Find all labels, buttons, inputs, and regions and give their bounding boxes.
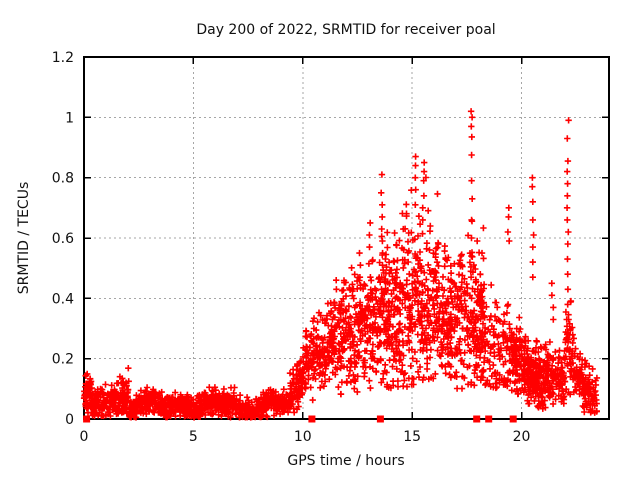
y-tick-label: 1 — [65, 110, 74, 126]
x-tick-label: 20 — [513, 429, 531, 445]
y-axis-label: SRMTID / TECUs — [16, 182, 32, 295]
x-tick-label: 10 — [294, 429, 312, 445]
y-tick-label: 0.4 — [52, 291, 74, 307]
plot-border — [83, 56, 610, 420]
zero-value-markers — [83, 415, 517, 423]
x-tick-labels: 0 5 10 15 20 — [80, 429, 531, 445]
scatter-points — [80, 108, 601, 421]
x-tick-label: 5 — [189, 429, 198, 445]
y-tick-label: 1.2 — [52, 50, 74, 66]
y-tick-labels: 0 0.2 0.4 0.6 0.8 1 1.2 — [52, 50, 74, 428]
y-tick-label: 0 — [65, 412, 74, 428]
y-tick-label: 0.8 — [52, 171, 74, 187]
y-tick-label: 0.2 — [52, 352, 74, 368]
chart-title: Day 200 of 2022, SRMTID for receiver poa… — [196, 22, 495, 38]
x-tick-label: 15 — [403, 429, 421, 445]
x-tick-label: 0 — [80, 429, 89, 445]
x-axis-label: GPS time / hours — [287, 453, 404, 469]
y-tick-label: 0.6 — [52, 231, 74, 247]
